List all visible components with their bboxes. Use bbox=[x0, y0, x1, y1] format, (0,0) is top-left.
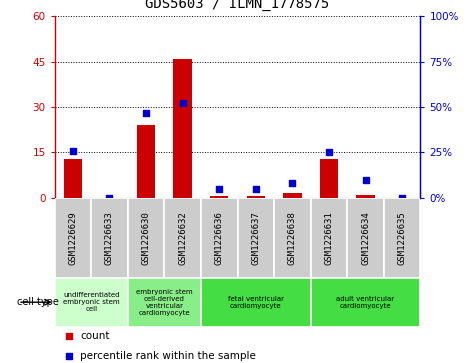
Point bbox=[216, 186, 223, 192]
Text: embryonic stem
cell-derived
ventricular
cardiomyocyte: embryonic stem cell-derived ventricular … bbox=[136, 289, 193, 316]
Point bbox=[398, 195, 406, 201]
Bar bbox=[55, 198, 91, 278]
Bar bbox=[320, 159, 338, 198]
Bar bbox=[91, 198, 128, 278]
Text: GSM1226632: GSM1226632 bbox=[178, 211, 187, 265]
Point bbox=[142, 110, 150, 115]
Text: cell type: cell type bbox=[17, 297, 58, 307]
Bar bbox=[274, 198, 311, 278]
Text: fetal ventricular
cardiomyocyte: fetal ventricular cardiomyocyte bbox=[228, 296, 284, 309]
Point bbox=[66, 333, 73, 339]
Bar bbox=[201, 198, 238, 278]
Bar bbox=[384, 198, 420, 278]
Text: GSM1226638: GSM1226638 bbox=[288, 211, 297, 265]
Bar bbox=[210, 196, 228, 198]
Point bbox=[66, 353, 73, 359]
Text: count: count bbox=[80, 331, 110, 341]
Bar bbox=[247, 196, 265, 198]
Bar bbox=[347, 198, 384, 278]
Text: GSM1226637: GSM1226637 bbox=[251, 211, 260, 265]
Text: GDS5603 / ILMN_1778575: GDS5603 / ILMN_1778575 bbox=[145, 0, 330, 11]
Bar bbox=[128, 278, 201, 327]
Text: GSM1226633: GSM1226633 bbox=[105, 211, 114, 265]
Text: GSM1226636: GSM1226636 bbox=[215, 211, 224, 265]
Bar bbox=[164, 198, 201, 278]
Point bbox=[69, 148, 77, 154]
Point bbox=[179, 101, 186, 106]
Bar bbox=[311, 278, 420, 327]
Point bbox=[252, 186, 259, 192]
Bar bbox=[356, 195, 375, 198]
Point bbox=[105, 195, 113, 201]
Bar bbox=[137, 125, 155, 198]
Text: GSM1226635: GSM1226635 bbox=[398, 211, 407, 265]
Point bbox=[289, 180, 296, 186]
Bar bbox=[283, 193, 302, 198]
Text: percentile rank within the sample: percentile rank within the sample bbox=[80, 351, 256, 361]
Bar bbox=[238, 198, 274, 278]
Text: GSM1226629: GSM1226629 bbox=[68, 211, 77, 265]
Bar bbox=[311, 198, 347, 278]
Bar bbox=[64, 159, 82, 198]
Point bbox=[325, 150, 332, 155]
Text: GSM1226634: GSM1226634 bbox=[361, 211, 370, 265]
Bar bbox=[201, 278, 311, 327]
Text: undifferentiated
embryonic stem
cell: undifferentiated embryonic stem cell bbox=[63, 292, 120, 312]
Bar bbox=[128, 198, 164, 278]
Text: GSM1226630: GSM1226630 bbox=[142, 211, 151, 265]
Point bbox=[362, 177, 370, 183]
Text: GSM1226631: GSM1226631 bbox=[324, 211, 333, 265]
Bar bbox=[55, 278, 128, 327]
Text: adult ventricular
cardiomyocyte: adult ventricular cardiomyocyte bbox=[336, 296, 395, 309]
Bar bbox=[173, 59, 192, 198]
